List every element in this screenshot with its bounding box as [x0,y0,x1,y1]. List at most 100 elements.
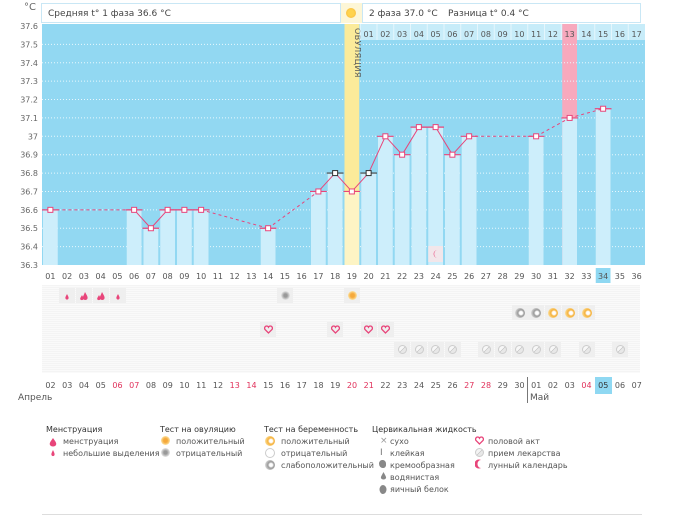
cycle-day-label: 31 [548,272,558,281]
calendar-date[interactable]: 19 [330,381,341,390]
calendar-date[interactable]: 07 [631,381,642,390]
y-tick-label: 37.2 [20,96,38,105]
calendar-date[interactable]: 05 [95,381,106,390]
calendar-date[interactable]: 22 [380,381,391,390]
calendar-date[interactable]: 13 [229,381,240,390]
temperature-difference: Разница t° 0.4 °C [448,9,529,19]
calendar-date[interactable]: 04 [78,381,90,390]
menstruation-cell[interactable] [59,288,76,303]
calendar-date[interactable]: 20 [346,381,358,390]
temperature-bar [177,209,192,265]
temperature-point [533,133,540,140]
cycle-day-label: 29 [514,272,524,281]
plot-background [42,24,645,265]
medication-cell[interactable] [444,342,461,357]
watery-icon [380,472,387,483]
calendar-date[interactable]: 09 [162,381,173,390]
pregnancy-test-cell[interactable] [528,305,545,320]
calendar-date[interactable]: 12 [212,381,224,390]
calendar-date[interactable]: 01 [531,381,542,390]
temperature-line-segment [351,172,369,192]
top-day-label: 14 [581,30,591,39]
cycle-day-label: 10 [196,272,206,281]
medication-cell[interactable] [511,342,528,357]
ovulation-test-cell[interactable] [277,288,293,303]
medication-cell[interactable] [478,342,494,357]
calendar-date[interactable]: 03 [62,381,73,390]
intercourse-cell[interactable] [377,322,394,337]
medication-cell[interactable] [394,342,411,357]
calendar-date[interactable]: 30 [514,381,525,390]
pill-icon [481,345,491,354]
calendar-date[interactable]: 02 [45,381,56,390]
calendar-date[interactable]: 07 [129,381,140,390]
cycle-day-label: 33 [581,272,591,281]
calendar-date[interactable]: 24 [413,381,425,390]
calendar-date[interactable]: 08 [145,381,157,390]
temperature-point [466,133,473,140]
intercourse-cell[interactable] [260,322,277,337]
pregnancy-test-cell[interactable] [578,305,595,320]
calendar-date[interactable]: 04 [581,381,592,390]
medication-cell[interactable] [411,342,427,357]
cycle-day-label: 08 [163,272,173,281]
medication-cell[interactable] [612,342,628,357]
medication-cell[interactable] [528,342,545,357]
y-tick-label: 37.6 [20,22,38,31]
menstruation-cell[interactable] [76,288,92,303]
calendar-date[interactable]: 02 [547,381,559,390]
menstruation-cell[interactable] [92,288,109,303]
calendar-date[interactable]: 26 [447,381,458,390]
cycle-day-label: 05 [112,272,122,281]
ovulation-positive-icon [347,291,357,300]
calendar-date[interactable]: 06 [112,381,123,390]
phase2-average: 2 фаза 37.0 °C [369,9,438,19]
calendar-date[interactable]: 18 [313,381,324,390]
legend-ovulation-positive: положительный [176,437,245,446]
pregnancy-test-cell[interactable] [545,305,561,320]
heavy-flow-icon [48,437,58,450]
temperature-bar [193,209,209,265]
medication-cell[interactable] [578,342,595,357]
calendar-date[interactable]: 21 [363,381,374,390]
top-day-label: 08 [481,30,491,39]
menstruation-cell[interactable] [109,288,126,303]
temperature-point [181,206,188,213]
calendar-date[interactable]: 11 [196,381,207,390]
y-tick-label: 37 [28,132,38,141]
calendar-date[interactable]: 10 [179,381,190,390]
cycle-day-label: 23 [414,272,424,281]
calendar-date[interactable]: 29 [497,381,508,390]
calendar-date[interactable]: 15 [263,381,274,390]
cycle-day-label: 17 [313,272,323,281]
medication-cell[interactable] [494,342,511,357]
cycle-day-label: 21 [380,272,390,281]
y-tick-label: 36.4 [20,243,38,252]
pill-icon [431,345,441,354]
temperature-line-segment [435,126,453,155]
calendar-date[interactable]: 06 [614,381,626,390]
calendar-date[interactable]: 05 [594,377,612,394]
phase1-average: Средняя t° 1 фаза 36.6 °C [48,9,171,19]
temperature-line-segment [133,209,152,229]
medication-cell[interactable] [545,342,561,357]
pregnancy-test-cell[interactable] [511,305,528,320]
calendar-date[interactable]: 16 [279,381,291,390]
intercourse-cell[interactable] [327,322,344,337]
pregnancy-test-cell[interactable] [561,305,578,320]
calendar-date[interactable]: 14 [246,381,257,390]
intercourse-cell[interactable] [360,322,377,337]
cycle-day-label: 01 [45,272,55,281]
calendar-date[interactable]: 25 [430,381,441,390]
calendar-date[interactable]: 17 [296,381,307,390]
calendar-date[interactable]: 23 [397,381,408,390]
medication-cell[interactable] [427,342,444,357]
calendar-date[interactable]: 03 [564,381,575,390]
calendar-date[interactable]: 27 [464,381,475,390]
ovulation-test-cell[interactable] [344,288,360,303]
temperature-line-segment [452,135,470,156]
cycle-day-label: 35 [615,272,625,281]
cycle-day-label: 34 [598,272,608,281]
calendar-date[interactable]: 28 [480,381,492,390]
top-day-label: 17 [632,30,642,39]
